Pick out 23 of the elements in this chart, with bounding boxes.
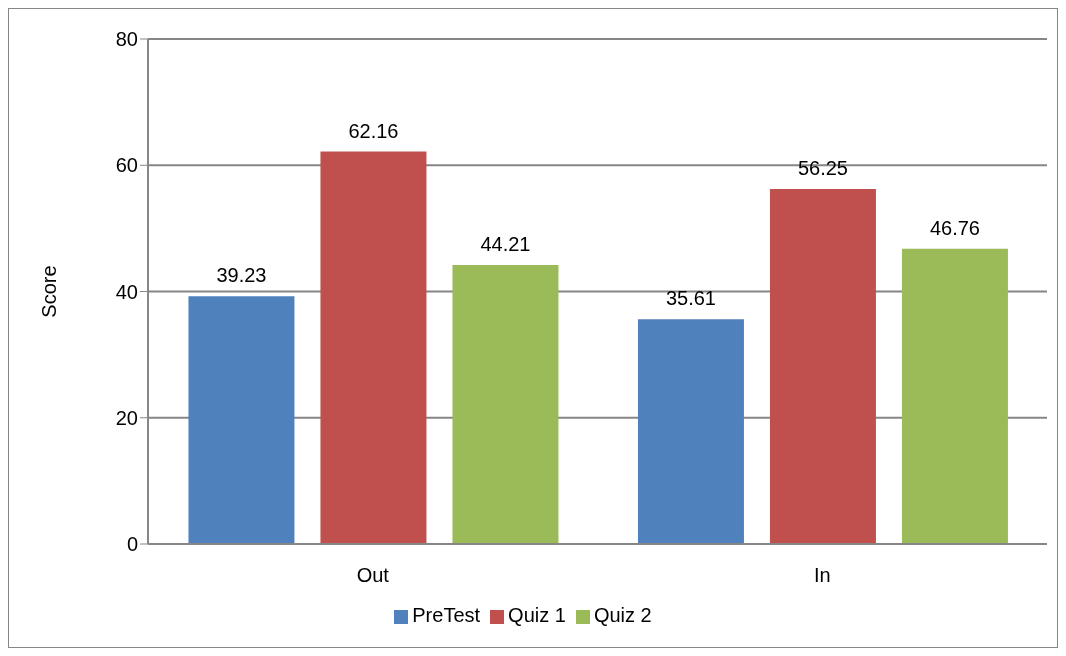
y-tick-label: 80 [115,28,138,51]
y-tick-label: 0 [126,533,138,556]
x-tick-label: Out [356,564,390,587]
y-tick-label: 40 [115,280,138,303]
data-label: 35.61 [665,287,716,310]
bar [637,319,744,544]
y-axis-title: Score [38,265,61,318]
bar [901,248,1008,544]
bar [452,264,559,544]
y-tick-label: 60 [115,154,138,177]
data-label: 44.21 [480,232,531,255]
bar [188,296,295,544]
data-label: 39.23 [216,264,267,287]
data-label: 56.25 [797,156,848,179]
bar [320,151,427,544]
y-tick-label: 20 [115,406,138,429]
x-tick-label: In [813,564,831,587]
bar [769,188,876,544]
data-label: 46.76 [929,216,980,239]
legend-label: Quiz 2 [593,604,652,626]
data-label: 62.16 [348,119,399,142]
legend-label: Quiz 1 [508,604,566,626]
legend-label: PreTest [412,604,481,626]
